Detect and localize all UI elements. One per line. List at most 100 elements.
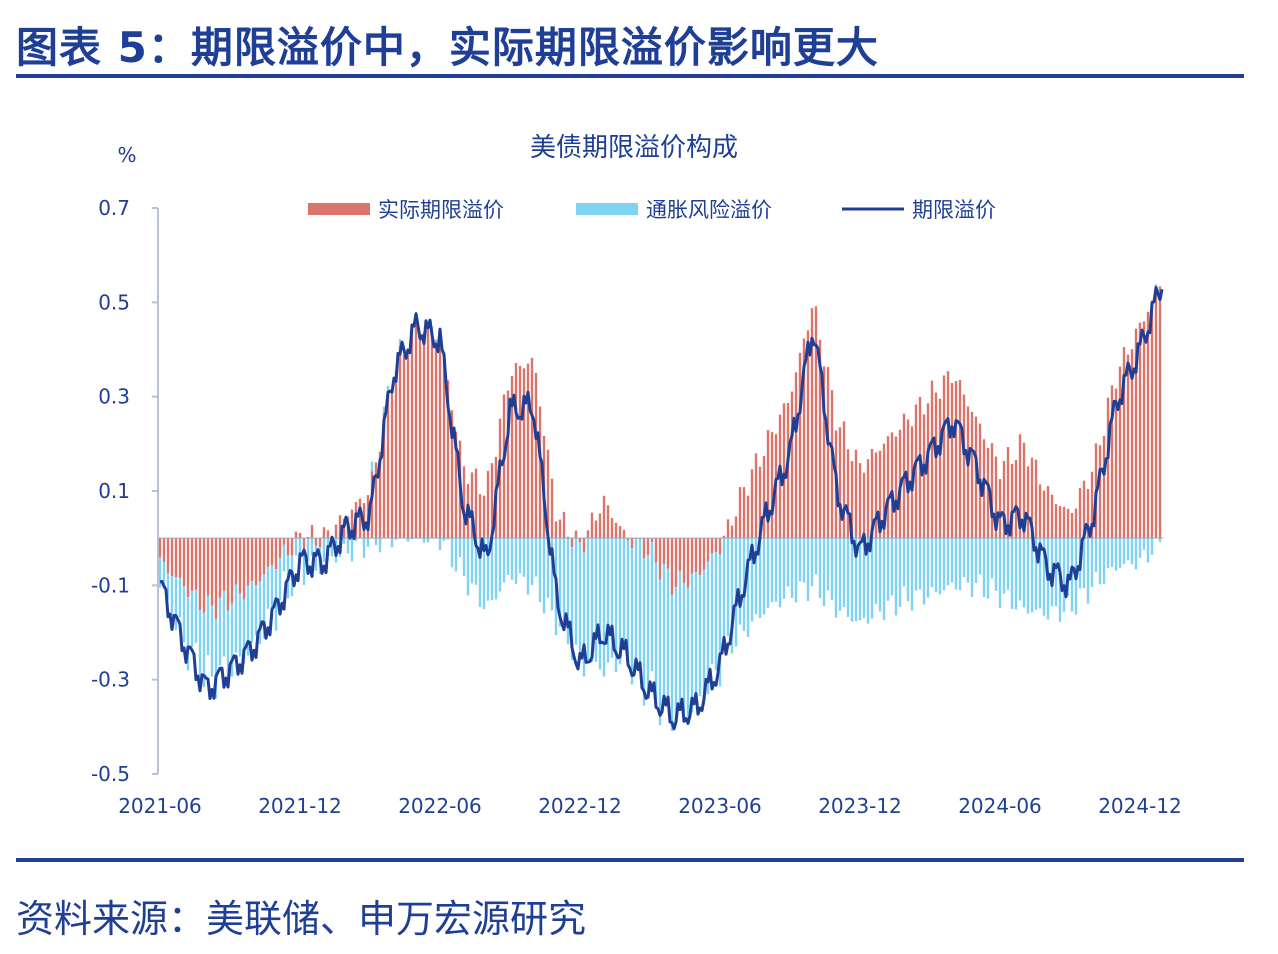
real-bar	[946, 371, 950, 539]
real-bar	[690, 538, 694, 574]
real-bar	[386, 391, 390, 539]
inflation-bar	[686, 587, 690, 720]
real-bar	[218, 538, 222, 598]
inflation-bar	[1122, 538, 1126, 564]
real-bar	[578, 538, 582, 543]
inflation-bar	[1134, 538, 1138, 570]
inflation-bar	[342, 538, 346, 544]
inflation-bar	[422, 538, 426, 543]
real-bar	[550, 478, 554, 539]
real-bar	[874, 452, 878, 539]
inflation-bar	[246, 585, 250, 656]
inflation-bar	[634, 539, 638, 659]
inflation-bar	[922, 538, 926, 605]
inflation-bar	[718, 554, 722, 687]
inflation-bar	[242, 599, 246, 664]
inflation-bar	[990, 538, 994, 579]
real-bar	[914, 404, 918, 539]
inflation-bar	[466, 538, 470, 596]
inflation-bar	[1066, 538, 1070, 597]
inflation-bar	[406, 538, 410, 542]
real-bar	[666, 538, 670, 569]
real-bar	[222, 538, 226, 591]
inflation-bar	[390, 538, 394, 548]
real-bar	[1078, 488, 1082, 539]
real-bar	[742, 487, 746, 539]
inflation-bar	[746, 538, 750, 637]
real-bar	[942, 375, 946, 539]
inflation-bar	[614, 538, 618, 673]
real-bar	[566, 536, 570, 539]
inflation-bar	[998, 538, 1002, 608]
inflation-bar	[694, 571, 698, 702]
inflation-bar	[398, 339, 402, 346]
inflation-bar	[278, 557, 282, 601]
inflation-bar	[1098, 538, 1102, 585]
inflation-bar	[930, 538, 934, 588]
real-bar	[1090, 471, 1094, 539]
real-bar	[986, 447, 990, 539]
y-tick-label: -0.3	[91, 668, 130, 692]
inflation-bar	[954, 538, 958, 590]
real-bar	[338, 515, 342, 539]
inflation-bar	[906, 538, 910, 602]
real-bar	[238, 538, 242, 594]
real-bar	[478, 494, 482, 539]
inflation-bar	[850, 538, 854, 622]
term-premium-line-group	[159, 285, 1164, 731]
real-bar	[518, 365, 522, 539]
inflation-bar	[982, 538, 986, 597]
inflation-bar	[810, 538, 814, 587]
inflation-bar	[1090, 538, 1094, 587]
real-bar	[1086, 488, 1090, 539]
inflation-bar	[1026, 538, 1030, 614]
real-bar	[878, 450, 882, 539]
real-bar	[254, 538, 258, 586]
inflation-bar	[894, 538, 898, 616]
real-bar	[470, 472, 474, 539]
real-bar	[242, 538, 246, 600]
inflation-bar	[454, 538, 458, 572]
inflation-bar	[262, 574, 266, 639]
real-bar	[402, 354, 406, 539]
inflation-bar	[942, 538, 946, 591]
real-bar	[270, 538, 274, 566]
inflation-bar	[314, 545, 318, 571]
inflation-bar	[802, 538, 806, 583]
inflation-bar	[498, 538, 502, 592]
inflation-bar	[570, 547, 574, 661]
inflation-bar	[306, 538, 310, 561]
real-bar	[710, 538, 714, 554]
real-bar	[790, 391, 794, 539]
real-bar	[830, 390, 834, 539]
inflation-bar	[758, 538, 762, 618]
real-bar	[1042, 490, 1046, 539]
real-bar	[234, 538, 238, 585]
inflation-bar	[310, 538, 314, 556]
real-bar	[1114, 388, 1118, 539]
real-bar	[1010, 463, 1014, 539]
real-bar	[422, 331, 426, 539]
inflation-bar	[558, 538, 562, 627]
real-bar	[678, 538, 682, 572]
real-bar	[682, 538, 686, 584]
inflation-bar	[522, 538, 526, 577]
inflation-bar	[734, 538, 738, 647]
inflation-bar	[382, 406, 386, 413]
real-bar	[662, 538, 666, 564]
inflation-bar	[770, 538, 774, 603]
real-bar	[618, 526, 622, 539]
x-tick-label: 2024-12	[1098, 794, 1182, 818]
inflation-bar	[794, 538, 798, 603]
real-bar	[534, 372, 538, 539]
real-bar	[842, 421, 846, 539]
real-bar	[562, 511, 566, 539]
real-bar	[886, 436, 890, 539]
real-bar	[326, 530, 330, 539]
inflation-bar	[350, 538, 354, 562]
real-bar	[278, 538, 282, 558]
y-tick-label: 0.5	[98, 290, 130, 314]
real-bar	[894, 436, 898, 539]
real-bar	[890, 432, 894, 539]
inflation-bar	[958, 538, 962, 591]
